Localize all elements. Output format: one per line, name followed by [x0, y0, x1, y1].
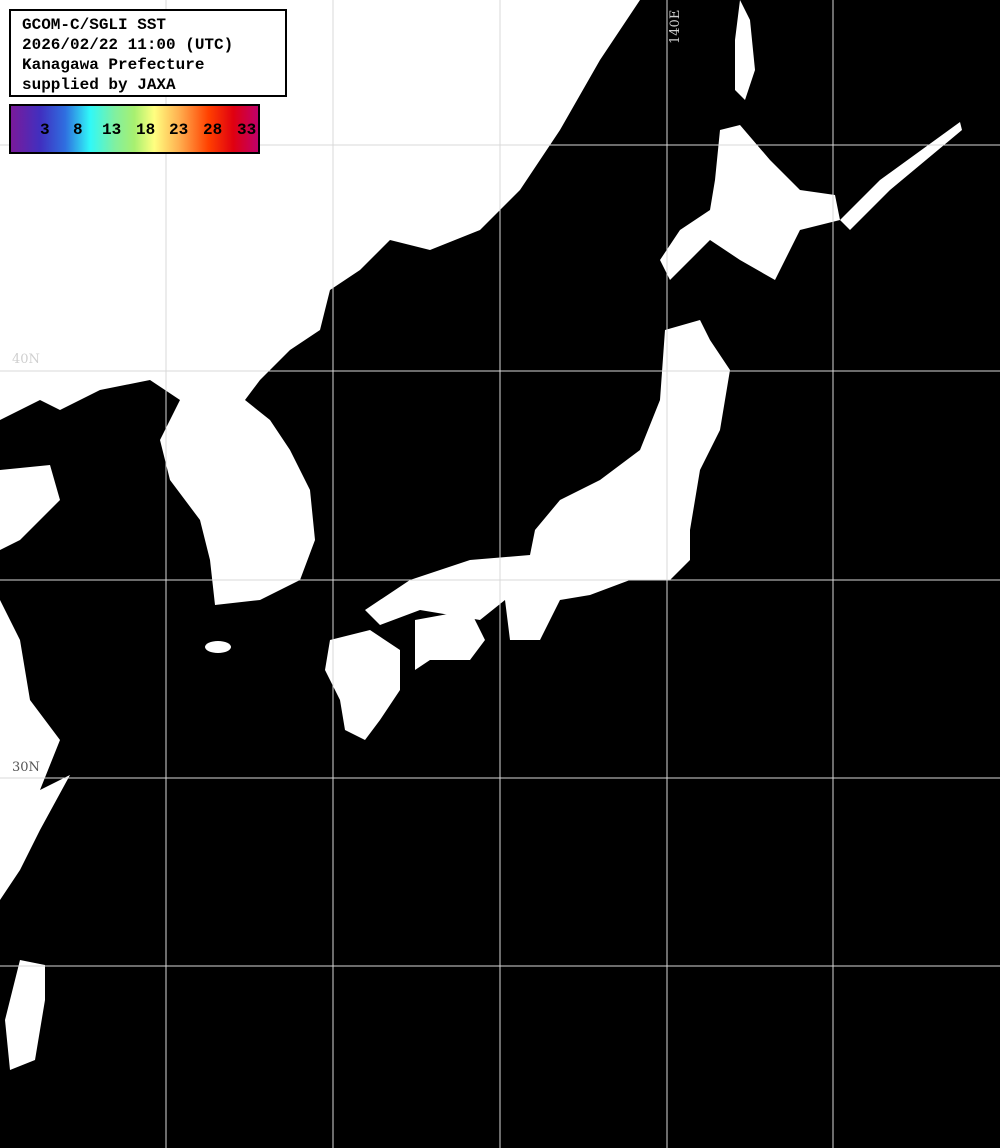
title-line-credit: supplied by JAXA: [22, 76, 176, 94]
colorbar-tick: 23: [169, 121, 189, 139]
colorbar-tick: 8: [73, 121, 83, 139]
lat-label-30n: 30N: [12, 760, 40, 775]
honshu: [365, 320, 730, 640]
title-line-region: Kanagawa Prefecture: [22, 56, 205, 74]
colorbar-tick: 3: [40, 121, 50, 139]
shikoku: [415, 610, 485, 670]
colorbar-tick: 33: [237, 121, 257, 139]
land-masses: [0, 0, 962, 1070]
china-coast-south: [0, 600, 70, 900]
title-line-product: GCOM-C/SGLI SST: [22, 16, 167, 34]
sakhalin: [735, 0, 755, 100]
title-box: GCOM-C/SGLI SST 2026/02/22 11:00 (UTC) K…: [9, 9, 287, 97]
hokkaido: [660, 125, 840, 280]
title-line-datetime: 2026/02/22 11:00 (UTC): [22, 36, 234, 54]
kyushu: [325, 630, 400, 740]
kuril-islands: [840, 122, 962, 230]
jeju-island: [205, 641, 231, 653]
color-scale-bar: 3 8 13 18 23 28 33: [9, 104, 260, 154]
taiwan: [5, 960, 45, 1070]
lon-label-140e: 140E: [668, 9, 683, 44]
colorbar-tick: 18: [136, 121, 156, 139]
colorbar-tick: 28: [203, 121, 223, 139]
lat-label-40n: 40N: [12, 352, 40, 367]
china-coast-north: [0, 465, 60, 550]
colorbar-tick: 13: [102, 121, 122, 139]
